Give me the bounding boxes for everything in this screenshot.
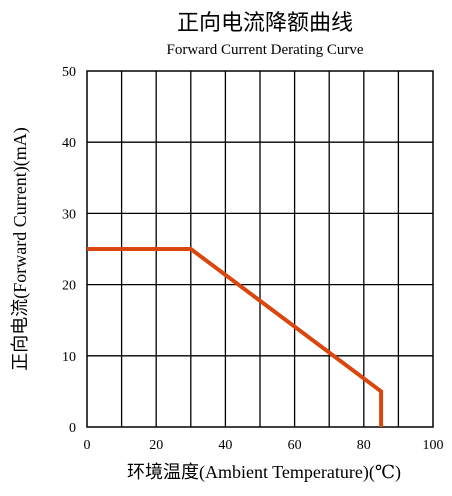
x-tick-labels: 0 20 40 60 80 100 [84,438,444,453]
x-tick-label: 0 [84,438,91,453]
series-line [87,247,384,427]
y-tick-label: 30 [62,207,76,222]
chart-title: 正向电流降额曲线 [177,10,353,35]
x-tick-label: 40 [218,438,232,453]
y-tick-label: 50 [62,65,76,80]
y-axis-label: 正向电流(Forward Current)(mA) [10,127,31,370]
x-axis-label: 环境温度(Ambient Temperature)(℃) [127,462,401,483]
y-tick-label: 0 [69,421,76,436]
y-tick-label: 20 [62,279,76,294]
y-tick-labels: 0 10 20 30 40 50 [62,65,76,436]
x-tick-label: 20 [149,438,163,453]
y-tick-label: 10 [62,350,76,365]
y-tick-label: 40 [62,136,76,151]
x-tick-label: 60 [288,438,302,453]
grid [87,71,433,427]
x-tick-label: 80 [357,438,371,453]
series-layer [87,247,384,427]
x-tick-label: 100 [423,438,444,453]
chart-subtitle: Forward Current Derating Curve [166,42,363,58]
